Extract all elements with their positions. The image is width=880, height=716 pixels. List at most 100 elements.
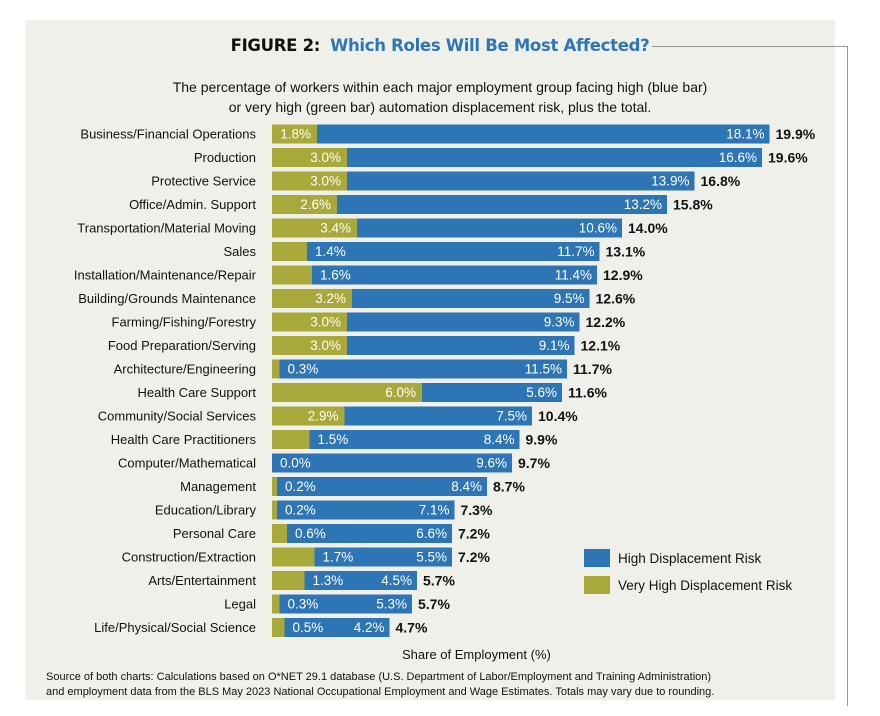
data-label-total: 14.0% xyxy=(628,220,668,236)
data-label-very-high: 2.6% xyxy=(300,197,331,212)
data-label-high: 8.4% xyxy=(484,432,515,447)
data-label-total: 16.8% xyxy=(701,173,741,189)
bar-high xyxy=(337,195,667,214)
figure-subtitle: The percentage of workers within each ma… xyxy=(0,77,880,117)
data-label-high: 5.3% xyxy=(376,597,407,612)
category-label: Sales xyxy=(223,244,256,259)
bar-high xyxy=(309,430,520,449)
category-label: Farming/Fishing/Forestry xyxy=(112,315,257,330)
bar-high xyxy=(357,218,622,238)
data-label-total: 9.9% xyxy=(526,432,558,448)
subtitle-line-1: The percentage of workers within each ma… xyxy=(172,79,708,95)
bar-high xyxy=(277,500,455,520)
category-label: Protective Service xyxy=(151,174,256,189)
data-label-total: 4.7% xyxy=(396,620,428,636)
data-label-total: 11.6% xyxy=(568,385,607,401)
data-label-high: 11.7% xyxy=(557,244,594,259)
data-label-very-high: 0.5% xyxy=(293,620,324,635)
bar-high xyxy=(347,336,575,355)
data-label-total: 12.1% xyxy=(581,338,621,354)
bar-very-high xyxy=(272,148,347,167)
data-label-very-high: 3.0% xyxy=(310,315,341,330)
bar-high xyxy=(279,594,412,614)
category-label: Education/Library xyxy=(155,503,257,518)
bar-high xyxy=(347,148,762,167)
bar-high xyxy=(304,571,417,590)
data-label-total: 5.7% xyxy=(418,596,450,612)
category-label: Construction/Extraction xyxy=(122,550,256,565)
bar-very-high xyxy=(272,524,287,543)
source-note: Source of both charts: Calculations base… xyxy=(46,670,806,700)
category-label: Management xyxy=(180,479,256,494)
bar-high xyxy=(287,524,452,543)
data-label-very-high: 1.7% xyxy=(323,550,354,565)
figure-heading: FIGURE 2: Which Roles Will Be Most Affect… xyxy=(0,36,880,56)
bar-very-high xyxy=(272,124,317,144)
source-line-2: and employment data from the BLS May 202… xyxy=(46,686,715,698)
data-label-high: 6.6% xyxy=(416,526,447,541)
category-label: Life/Physical/Social Science xyxy=(94,620,256,635)
category-label: Office/Admin. Support xyxy=(129,197,256,212)
data-label-very-high: 1.3% xyxy=(313,573,344,588)
data-label-high: 9.5% xyxy=(554,291,585,306)
bar-very-high xyxy=(272,312,347,332)
category-label: Installation/Maintenance/Repair xyxy=(74,268,257,283)
bar-very-high xyxy=(272,406,345,426)
data-label-very-high: 1.8% xyxy=(280,127,311,142)
data-label-high: 9.6% xyxy=(476,456,507,471)
bar-high xyxy=(284,618,390,637)
data-label-high: 7.1% xyxy=(419,503,450,518)
bar-high xyxy=(307,242,600,261)
data-label-very-high: 3.0% xyxy=(310,150,341,165)
data-label-total: 7.2% xyxy=(458,526,490,542)
data-label-total: 12.2% xyxy=(586,314,626,330)
bar-very-high xyxy=(272,195,337,214)
data-label-very-high: 2.9% xyxy=(308,409,339,424)
bar-very-high xyxy=(272,477,277,496)
bar-high xyxy=(347,171,695,191)
bar-very-high xyxy=(272,500,277,520)
data-label-total: 12.6% xyxy=(596,291,636,307)
data-label-total: 8.7% xyxy=(493,479,525,495)
category-label: Architecture/Engineering xyxy=(114,362,256,377)
category-label: Personal Care xyxy=(173,526,256,541)
data-label-total: 12.9% xyxy=(603,267,643,283)
bar-high xyxy=(277,477,487,496)
x-axis-label: Share of Employment (%) xyxy=(402,647,551,662)
bar-very-high xyxy=(272,547,315,567)
category-label: Health Care Practitioners xyxy=(111,432,257,447)
legend-swatch-very-high xyxy=(584,576,610,594)
bar-very-high xyxy=(272,289,352,308)
frame-line-horizontal xyxy=(652,46,848,47)
legend-label-very-high: Very High Displacement Risk xyxy=(618,577,793,593)
category-label: Community/Social Services xyxy=(98,409,257,424)
legend-swatch-high xyxy=(584,549,610,567)
bar-very-high xyxy=(272,571,305,590)
data-label-very-high: 0.2% xyxy=(285,479,316,494)
bar-very-high xyxy=(272,594,280,614)
bar-high xyxy=(314,547,452,567)
legend-label-high: High Displacement Risk xyxy=(618,550,762,566)
bar-very-high xyxy=(272,265,312,285)
category-label: Building/Grounds Maintenance xyxy=(78,291,256,306)
category-label: Computer/Mathematical xyxy=(118,456,256,471)
data-label-very-high: 0.3% xyxy=(288,362,319,377)
legend-item-high: High Displacement Risk xyxy=(584,545,792,571)
data-label-very-high: 3.4% xyxy=(320,221,351,236)
category-label: Arts/Entertainment xyxy=(148,573,256,588)
data-label-high: 13.2% xyxy=(624,197,662,212)
data-label-high: 13.9% xyxy=(651,174,689,189)
data-label-high: 5.6% xyxy=(526,385,557,400)
data-label-very-high: 1.6% xyxy=(320,268,351,283)
data-label-total: 7.2% xyxy=(458,549,490,565)
data-label-total: 10.4% xyxy=(538,408,578,424)
data-label-high: 18.1% xyxy=(726,127,764,142)
data-label-total: 19.6% xyxy=(768,150,808,166)
data-label-high: 11.5% xyxy=(525,362,562,377)
figure-title: Which Roles Will Be Most Affected? xyxy=(330,36,650,55)
bar-very-high xyxy=(272,171,347,191)
data-label-high: 9.1% xyxy=(539,338,570,353)
data-label-total: 7.3% xyxy=(461,502,493,518)
bar-very-high xyxy=(272,336,347,355)
